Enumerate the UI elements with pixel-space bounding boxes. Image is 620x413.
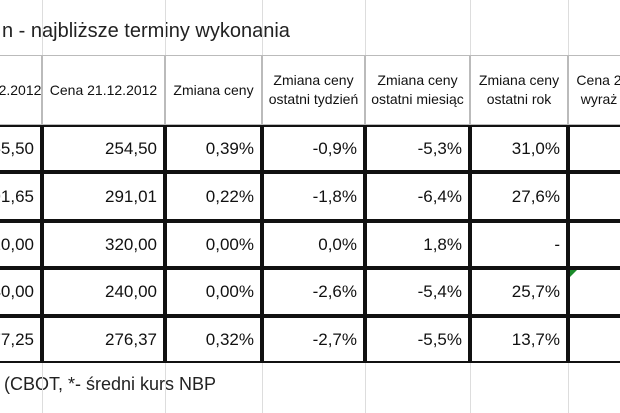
table-cell: 291,01 <box>42 172 165 221</box>
table-cell: 254,50 <box>42 125 165 172</box>
header-cell: Cena 2 wyraż <box>568 55 620 125</box>
grid-line <box>470 363 471 413</box>
grid-line <box>470 0 471 55</box>
cell-marker <box>570 270 577 277</box>
table-cell: 31,0% <box>470 125 568 172</box>
table-cell: -0,9% <box>262 125 365 172</box>
header-text: Zmiana ceny <box>478 72 560 88</box>
table-cell: 0,00% <box>165 268 262 316</box>
table-cell <box>568 316 620 363</box>
header-text: Zmiana ceny <box>377 72 458 88</box>
header-cell: Cena 21.12.2012 <box>42 55 165 125</box>
header-text: Zmiana ceny <box>173 81 254 98</box>
table-cell <box>568 221 620 268</box>
footer-note: (CBOT, *- średni kurs NBP <box>4 374 217 394</box>
grid-line <box>165 363 166 413</box>
table-cell: -1,8% <box>262 172 365 221</box>
table-cell: 1,8% <box>365 221 470 268</box>
table-cell: 0,00% <box>165 221 262 268</box>
table-cell: 55,50 <box>0 125 42 172</box>
title: n - najbliższe terminy wykonania <box>2 20 290 42</box>
table-cell: - <box>470 221 568 268</box>
grid-line <box>568 363 569 413</box>
header-text: 2.2012 <box>0 81 42 98</box>
table-cell: 13,7% <box>470 316 568 363</box>
table-cell: 27,6% <box>470 172 568 221</box>
table-cell: 0,39% <box>165 125 262 172</box>
header-text: ostatni tydzień <box>268 91 359 107</box>
grid-line <box>262 363 263 413</box>
table-cell: 0,32% <box>165 316 262 363</box>
table-cell: -5,3% <box>365 125 470 172</box>
table-cell: 25,7% <box>470 268 568 316</box>
table-cell: 276,37 <box>42 316 165 363</box>
header-text: wyraż <box>580 91 618 107</box>
table-cell: 77,25 <box>0 316 42 363</box>
header-text: Zmiana ceny <box>273 72 354 88</box>
table-cell: 0,0% <box>262 221 365 268</box>
table-cell <box>568 268 620 316</box>
header-text: Cena 21.12.2012 <box>49 81 158 98</box>
grid-line <box>365 0 366 55</box>
table-cell: -6,4% <box>365 172 470 221</box>
header-cell: Zmiana ceny ostatni rok <box>470 55 568 125</box>
table-cell <box>568 125 620 172</box>
table-cell: 0,22% <box>165 172 262 221</box>
table-cell: 40,00 <box>0 268 42 316</box>
grid-line <box>568 0 569 55</box>
table-cell <box>568 172 620 221</box>
header-text: ostatni rok <box>486 91 552 107</box>
table-cell: 320,00 <box>42 221 165 268</box>
grid-line <box>262 0 263 55</box>
grid-line <box>42 0 43 55</box>
header-cell: Zmiana ceny ostatni miesiąc <box>365 55 470 125</box>
header-text: Cena 2 <box>576 72 620 88</box>
header-cell: Zmiana ceny ostatni tydzień <box>262 55 365 125</box>
table-cell: 20,00 <box>0 221 42 268</box>
header-cell: 2.2012 <box>0 55 42 125</box>
table-cell: -5,5% <box>365 316 470 363</box>
table-cell: -2,6% <box>262 268 365 316</box>
grid-line <box>165 0 166 55</box>
header-text: ostatni miesiąc <box>371 91 464 107</box>
table-cell: -2,7% <box>262 316 365 363</box>
table-cell: -5,4% <box>365 268 470 316</box>
table-cell: 240,00 <box>42 268 165 316</box>
table-cell: 91,65 <box>0 172 42 221</box>
grid-line <box>365 363 366 413</box>
header-cell: Zmiana ceny <box>165 55 262 125</box>
grid-line <box>42 363 43 413</box>
